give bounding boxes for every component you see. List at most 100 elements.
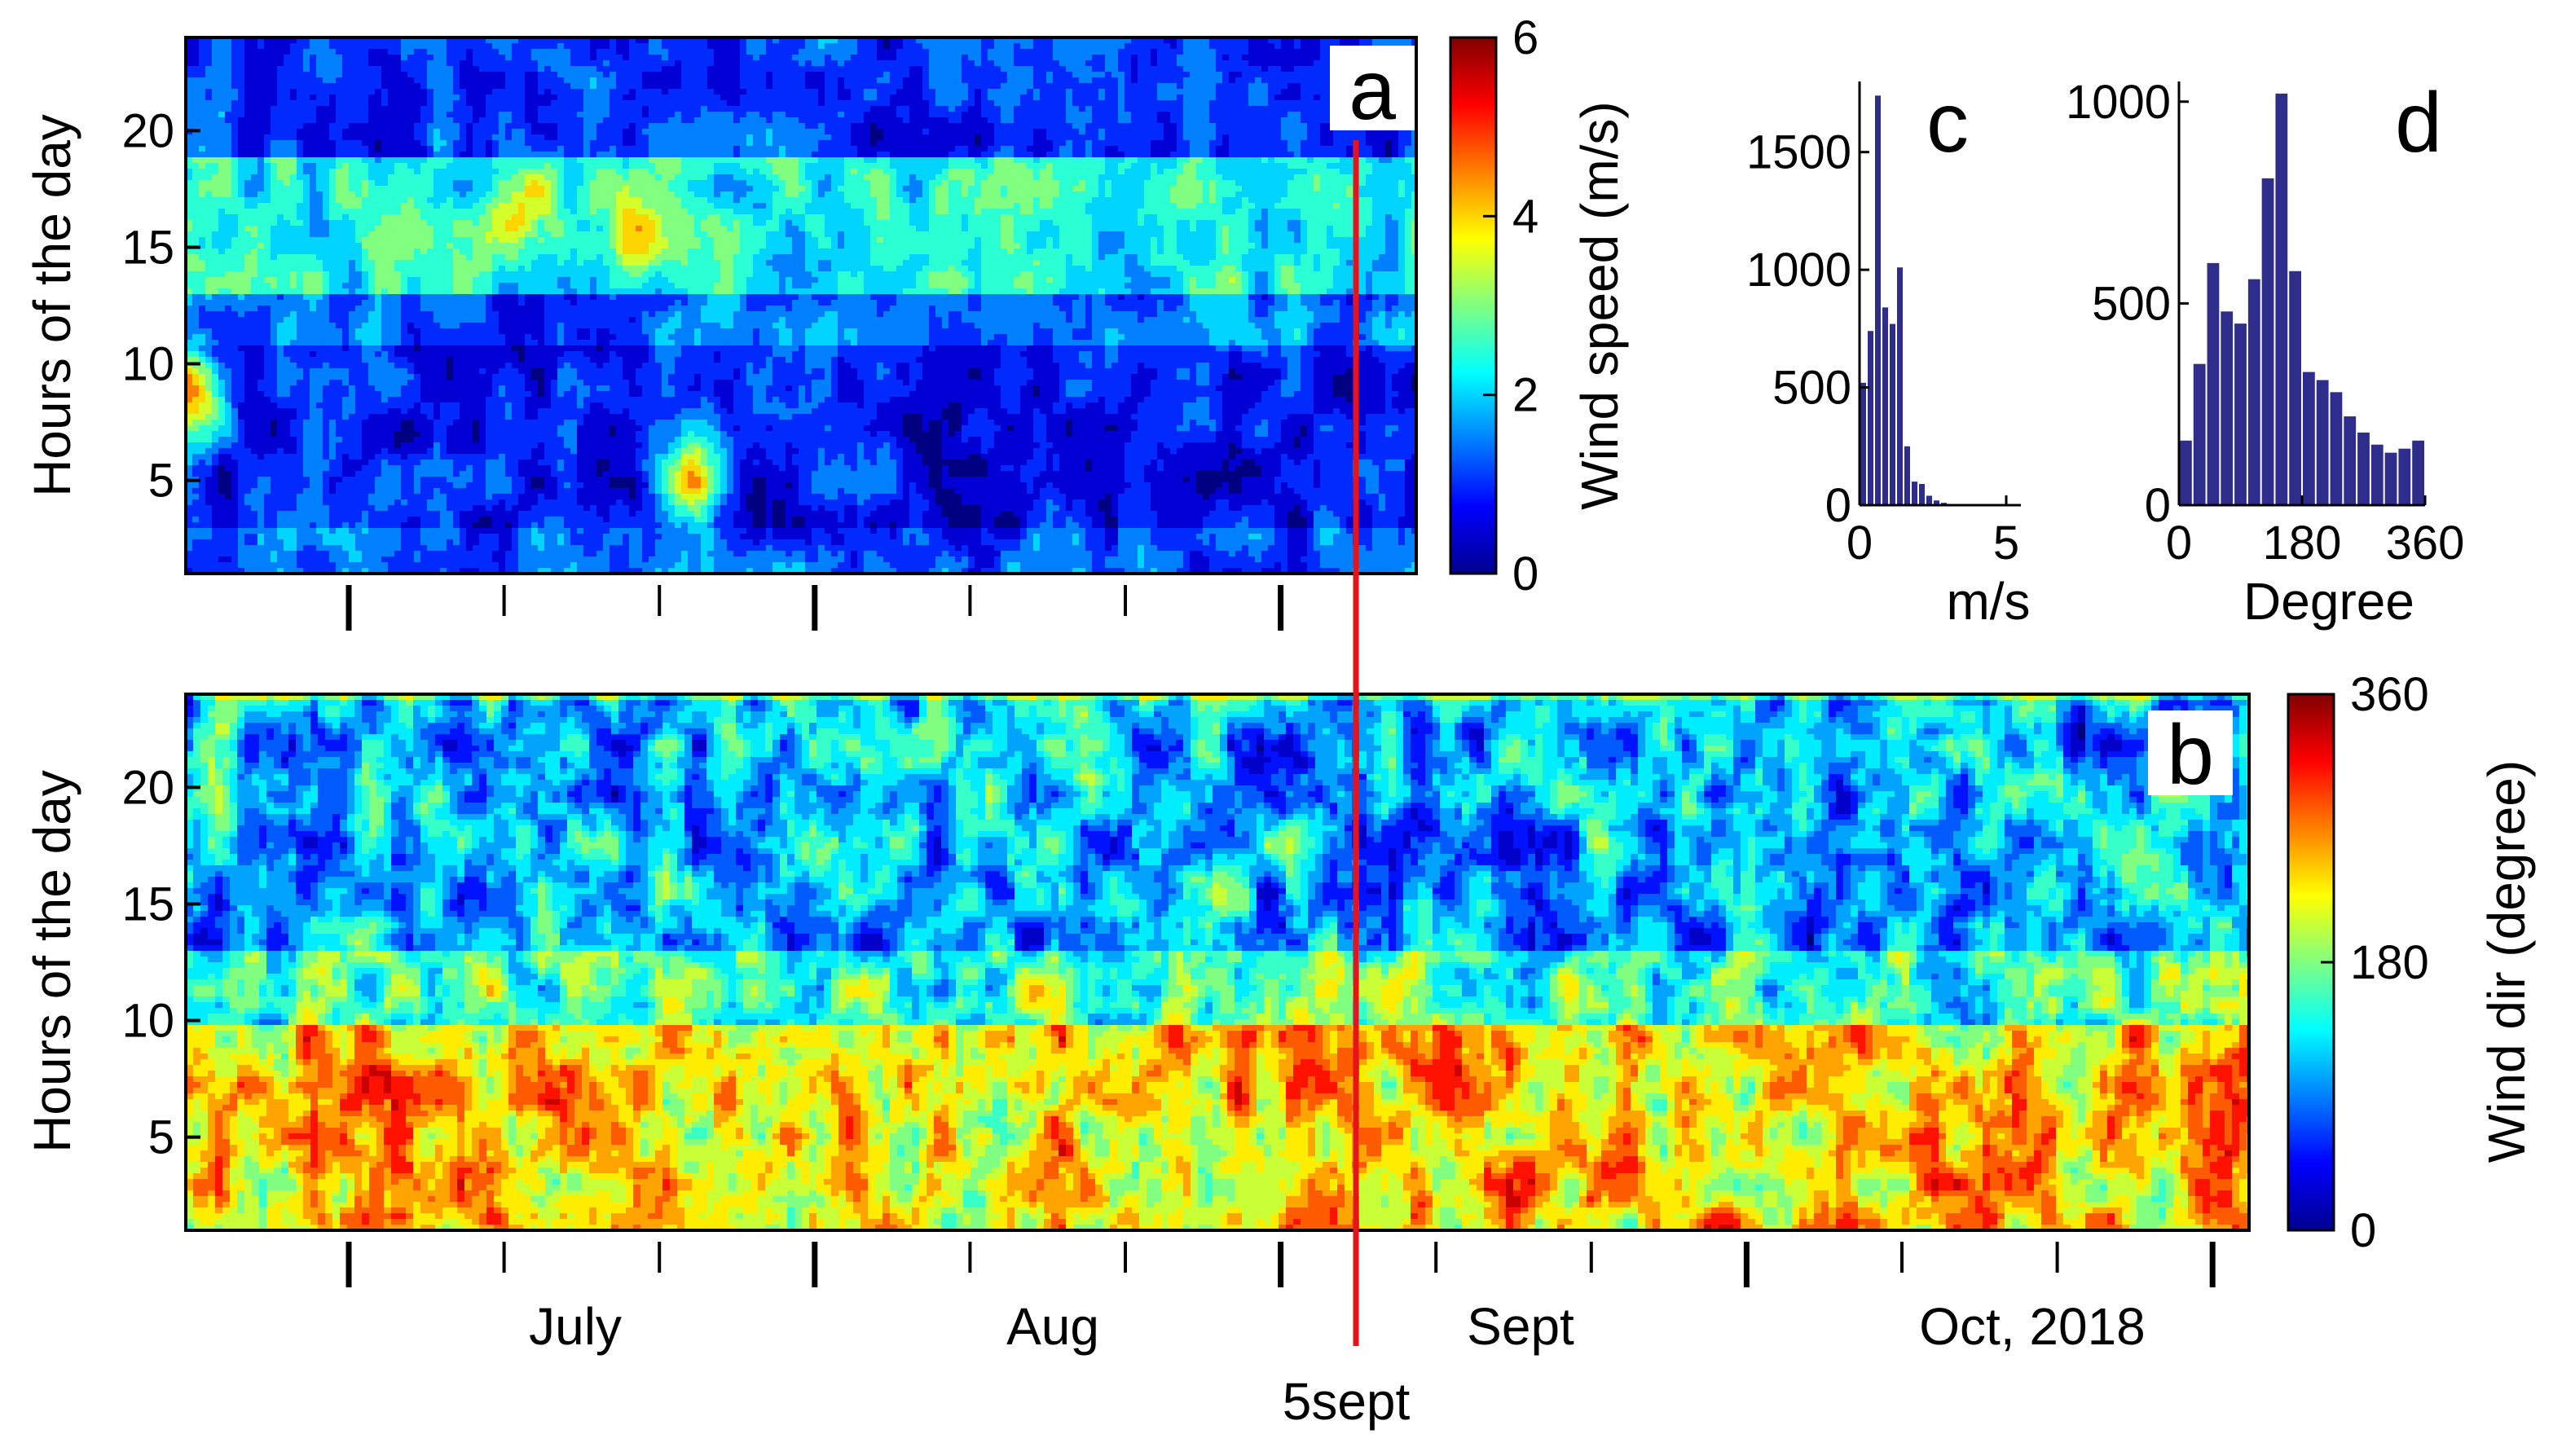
contour-cell	[883, 157, 891, 164]
contour-cell	[759, 140, 767, 147]
contour-cell	[1268, 157, 1275, 164]
contour-cell	[551, 106, 558, 112]
contour-cell	[460, 55, 467, 61]
contour-cell	[727, 49, 734, 55]
contour-cell	[466, 106, 473, 112]
contour-cell	[355, 72, 363, 78]
contour-cell	[903, 112, 910, 118]
contour-cell	[492, 106, 500, 112]
contour-cell	[525, 95, 532, 101]
contour-cell	[362, 49, 369, 55]
contour-cell	[1131, 43, 1138, 50]
contour-cell	[681, 72, 689, 78]
contour-cell	[1020, 95, 1028, 101]
contour-cell	[310, 43, 317, 50]
contour-cell	[786, 157, 793, 164]
contour-cell	[440, 83, 447, 90]
contour-cell	[799, 152, 806, 158]
contour-cell	[375, 169, 382, 175]
contour-cell	[740, 77, 747, 84]
contour-cell	[701, 169, 708, 175]
contour-cell	[323, 100, 330, 107]
contour-cell	[818, 134, 825, 141]
contour-cell	[831, 49, 839, 55]
contour-cell	[877, 157, 884, 164]
contour-cell	[844, 157, 852, 164]
contour-cell	[271, 186, 278, 192]
contour-cell	[720, 180, 728, 187]
contour-cell	[316, 174, 324, 181]
contour-cell	[1066, 43, 1073, 50]
contour-cell	[544, 37, 552, 44]
contour-cell	[949, 117, 956, 124]
contour-cell	[512, 134, 519, 141]
contour-cell	[336, 134, 343, 141]
contour-cell	[570, 89, 578, 95]
contour-cell	[786, 123, 793, 130]
contour-cell	[1020, 169, 1028, 175]
contour-cell	[864, 72, 871, 78]
contour-cell	[199, 174, 206, 181]
contour-cell	[733, 37, 741, 44]
contour-cell	[1151, 169, 1158, 175]
contour-cell	[779, 66, 786, 73]
contour-cell	[1170, 169, 1177, 175]
contour-cell	[642, 152, 649, 158]
contour-cell	[649, 163, 656, 169]
contour-cell	[1059, 43, 1067, 50]
contour-cell	[1098, 180, 1106, 187]
contour-cell	[1248, 157, 1256, 164]
contour-cell	[727, 169, 734, 175]
contour-cell	[766, 55, 773, 61]
contour-cell	[1092, 37, 1099, 44]
contour-cell	[831, 134, 839, 141]
contour-cell	[1392, 134, 1399, 141]
contour-cell	[753, 55, 760, 61]
contour-cell	[727, 163, 734, 169]
contour-cell	[290, 49, 297, 55]
contour-cell	[1196, 89, 1204, 95]
contour-cell	[570, 95, 578, 101]
contour-cell	[720, 163, 728, 169]
contour-cell	[616, 83, 623, 90]
contour-cell	[1216, 174, 1223, 181]
contour-cell	[746, 123, 754, 130]
contour-cell	[603, 55, 610, 61]
contour-cell	[975, 60, 982, 67]
contour-cell	[636, 123, 643, 130]
contour-cell	[714, 134, 721, 141]
contour-cell	[557, 163, 565, 169]
contour-cell	[688, 180, 695, 187]
contour-cell	[909, 134, 917, 141]
contour-cell	[603, 117, 610, 124]
contour-cell	[662, 134, 669, 141]
contour-cell	[1001, 49, 1008, 55]
contour-cell	[1040, 163, 1047, 169]
contour-cell	[1333, 134, 1340, 141]
contour-cell	[1131, 123, 1138, 130]
contour-cell	[1274, 140, 1282, 147]
contour-cell	[1144, 49, 1151, 55]
contour-cell	[479, 134, 486, 141]
contour-cell	[271, 163, 278, 169]
contour-cell	[355, 174, 363, 181]
contour-cell	[349, 77, 356, 84]
contour-cell	[812, 129, 819, 135]
contour-cell	[596, 112, 604, 118]
contour-cell	[1340, 163, 1347, 169]
contour-cell	[838, 100, 845, 107]
contour-cell	[277, 77, 284, 84]
contour-cell	[1033, 174, 1041, 181]
contour-cell	[381, 112, 389, 118]
contour-cell	[1118, 83, 1125, 90]
contour-cell	[916, 37, 923, 44]
contour-cell	[258, 112, 265, 118]
contour-cell	[518, 55, 526, 61]
contour-cell	[675, 55, 682, 61]
contour-cell	[890, 112, 897, 118]
contour-cell	[512, 49, 519, 55]
contour-cell	[1307, 157, 1314, 164]
contour-cell	[1118, 169, 1125, 175]
contour-cell	[1144, 95, 1151, 101]
contour-cell	[1320, 112, 1327, 118]
